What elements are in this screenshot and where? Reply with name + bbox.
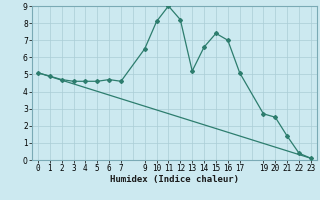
X-axis label: Humidex (Indice chaleur): Humidex (Indice chaleur)	[110, 175, 239, 184]
